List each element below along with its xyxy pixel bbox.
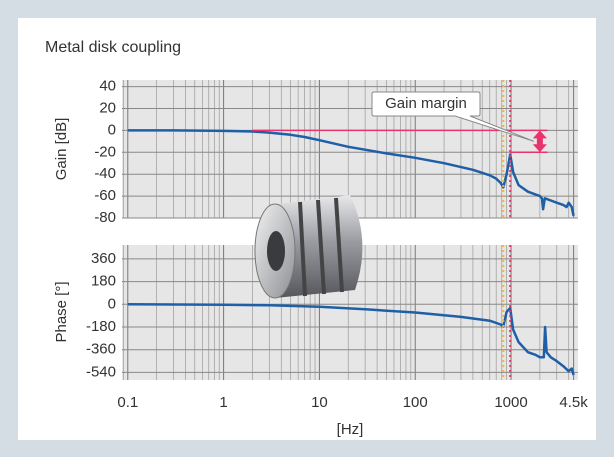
coupling-image [255,195,362,298]
y-tick-label: 20 [99,99,116,116]
y-axis-label: Gain [dB] [53,118,70,181]
x-tick-label: 1 [219,394,227,411]
y-tick-label: -180 [86,318,116,335]
y-tick-label: -40 [94,165,116,182]
x-axis-label: [Hz] [337,421,364,438]
x-tick-label: 10 [311,394,328,411]
x-tick-label: 4.5k [559,394,588,411]
y-tick-label: 0 [108,121,116,138]
y-tick-label: 40 [99,78,116,95]
y-tick-label: 360 [91,250,116,267]
x-tick-label: 1000 [494,394,527,411]
coupling-bore [267,231,285,271]
annotation-label: Gain margin [385,95,467,112]
y-tick-label: -60 [94,187,116,204]
y-tick-label: 180 [91,273,116,290]
x-tick-label: 100 [403,394,428,411]
chart: Metal disk coupling Gain [dB] Phase [°] … [0,0,614,457]
y-tick-label: -80 [94,209,116,226]
x-tick-label: 0.1 [117,394,138,411]
y-tick-label: -360 [86,341,116,358]
y-tick-label: -20 [94,143,116,160]
chart-title: Metal disk coupling [45,39,181,56]
y-tick-label: -540 [86,363,116,380]
y-axis-label: Phase [°] [53,281,70,342]
y-tick-label: 0 [108,295,116,312]
